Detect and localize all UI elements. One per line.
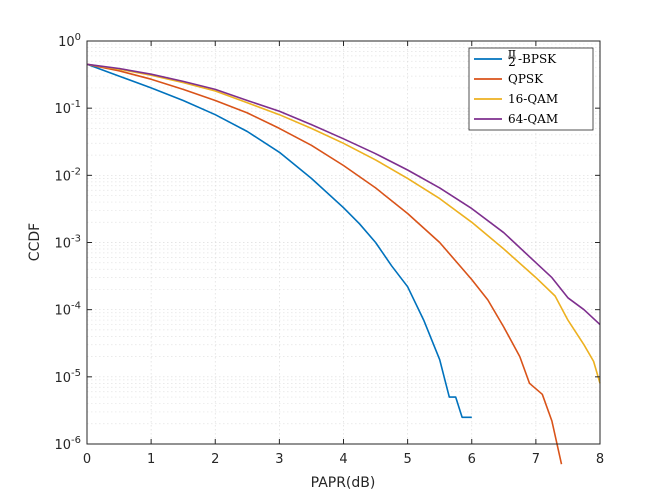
y-tick-exponent: -3 [71, 234, 81, 245]
legend-label: 64-QAM [508, 112, 558, 126]
series-line-64-qam [86, 63, 601, 326]
y-tick-base: 10 [54, 102, 71, 117]
legend: π2 -BPSK QPSK 16-QAM 64-QAM [468, 46, 594, 131]
legend-label: -BPSK [518, 52, 557, 66]
y-tick-exponent: -1 [71, 99, 81, 110]
legend-label: QPSK [508, 72, 544, 86]
y-tick-base: 10 [54, 438, 71, 453]
x-tick-label: 5 [403, 452, 411, 467]
y-tick-base: 10 [54, 371, 71, 386]
legend-box [468, 47, 594, 131]
x-tick-label: 2 [211, 452, 219, 467]
x-tick-label: 6 [468, 452, 476, 467]
y-tick-base: 10 [54, 237, 71, 252]
x-tick-label: 1 [147, 452, 155, 467]
y-tick-exponent: -6 [71, 435, 81, 446]
series-line-qpsk [86, 63, 563, 465]
y-tick-label: 10-3 [54, 234, 81, 252]
y-tick-label: 10-2 [54, 166, 81, 184]
x-tick-label: 3 [275, 452, 283, 467]
series-layer [86, 63, 601, 465]
y-axis-title: CCDF [27, 223, 43, 261]
x-tick-label: 0 [83, 452, 91, 467]
y-tick-exponent: 0 [75, 32, 81, 43]
x-tick-label: 4 [339, 452, 347, 467]
series-line-16-qam [86, 63, 601, 384]
series-line--2-bpsk [86, 63, 472, 419]
x-axis-tick-labels: 0 1 2 3 4 5 6 7 8 [83, 452, 604, 467]
y-tick-exponent: -2 [71, 166, 81, 177]
y-tick-base: 10 [58, 35, 75, 50]
legend-label-denominator: 2 [508, 55, 516, 69]
legend-label: 16-QAM [508, 92, 558, 106]
y-tick-label: 10-5 [54, 368, 81, 386]
legend-label-numerator: π [508, 46, 516, 60]
y-tick-label: 10-4 [54, 301, 81, 319]
x-tick-label: 7 [532, 452, 540, 467]
y-tick-label: 10-6 [54, 435, 81, 453]
y-tick-exponent: -5 [71, 368, 81, 379]
x-axis-title: PAPR(dB) [311, 475, 376, 491]
y-tick-label: 100 [58, 32, 81, 50]
y-tick-base: 10 [54, 304, 71, 319]
y-tick-label: 10-1 [54, 99, 81, 117]
axis-ticks [86, 40, 601, 445]
x-tick-label: 8 [596, 452, 604, 467]
y-tick-base: 10 [54, 169, 71, 184]
y-tick-exponent: -4 [71, 301, 81, 312]
